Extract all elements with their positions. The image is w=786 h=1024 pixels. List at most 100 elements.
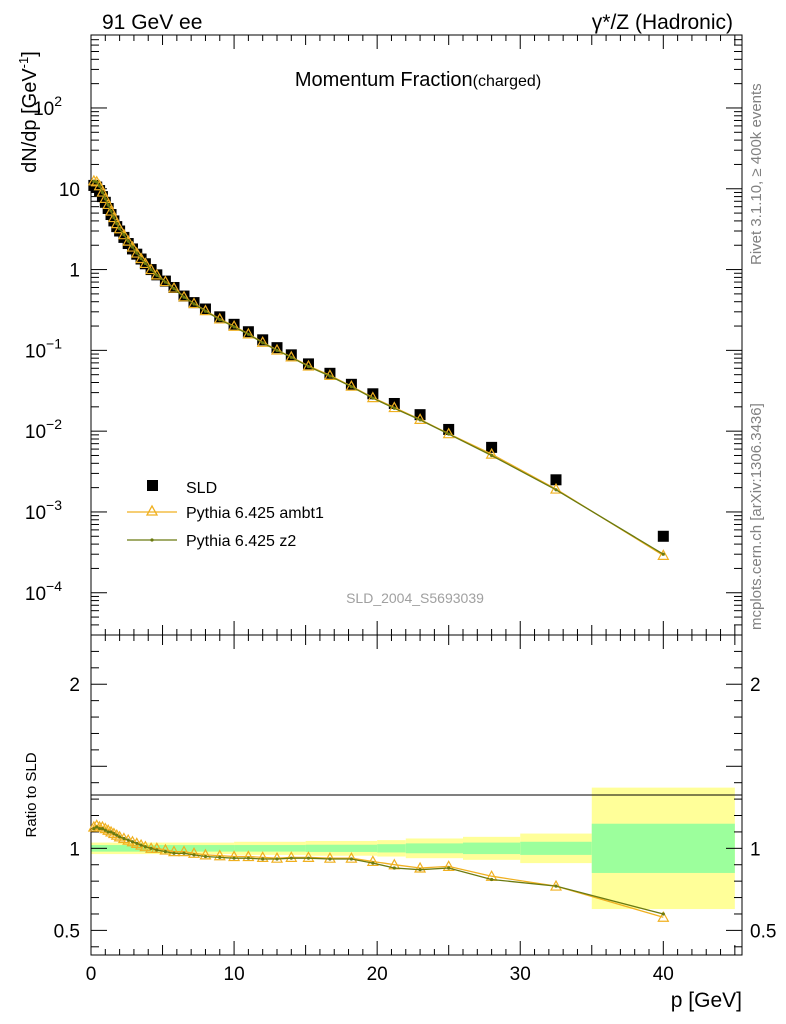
ambt1-marker <box>177 290 191 302</box>
x-axis-label: p [GeV] <box>671 989 742 1012</box>
ratio-z2-marker <box>126 838 130 842</box>
ratio-z2-marker <box>349 857 353 861</box>
ratio-z2-marker <box>418 868 422 872</box>
sld-data-point <box>657 530 669 542</box>
ratio-stat-uncertainty-band <box>91 845 163 852</box>
sld-data-point <box>324 367 336 379</box>
sld-data-point <box>118 231 130 243</box>
ratio-ambt1-marker <box>159 843 172 855</box>
z2-marker <box>306 364 311 369</box>
z2-marker <box>172 287 176 291</box>
ratio-ambt1-marker <box>90 819 103 830</box>
ratio-z2-marker <box>143 845 147 849</box>
z2-marker <box>97 184 102 188</box>
legend-marker-z2 <box>150 538 154 542</box>
ratio-ambt1-marker <box>187 847 201 858</box>
ambt1-marker <box>139 257 152 269</box>
ratio-stat-uncertainty-band <box>234 845 306 852</box>
ratio-ambt1-marker <box>345 851 358 863</box>
ratio-z2-marker <box>118 835 122 839</box>
z2-marker <box>661 552 665 556</box>
z2-marker <box>92 179 96 183</box>
z2-marker <box>490 453 494 458</box>
main-title-suffix: (charged) <box>473 73 541 90</box>
ratio-z2-marker <box>218 855 222 859</box>
ratio-z2-marker <box>130 840 135 844</box>
ambt1-marker <box>159 275 172 287</box>
ratio-z2-marker <box>306 856 311 860</box>
ambt1-marker <box>150 268 163 280</box>
ratio-z2-marker <box>328 857 332 861</box>
ratio-z2-marker <box>392 866 396 870</box>
z2-marker <box>203 309 208 313</box>
z2-marker <box>118 227 122 231</box>
z2-marker <box>109 209 113 213</box>
ratio-z2-marker <box>172 851 176 855</box>
z2-marker <box>149 267 153 272</box>
sld-data-point <box>199 303 211 315</box>
ratio-ambt1-marker <box>256 851 269 862</box>
legend-marker-sld <box>147 480 158 491</box>
ratio-bands <box>91 787 735 910</box>
sld-data-point <box>94 185 106 197</box>
ratio-panel: 0 10 20 30 40 0.5 0.5 1 1 2 2 Ratio to SLD p [GeV] <box>23 634 776 1012</box>
sld-data-point <box>345 378 357 390</box>
ratio-z2-marker <box>554 884 558 888</box>
legend-label-z2: Pythia 6.425 z2 <box>186 533 296 550</box>
ratio-z2-marker <box>149 846 153 850</box>
ratio-y-tick-label-right: 1 <box>750 839 761 860</box>
ratio-ambt1-marker <box>228 850 241 862</box>
z2-line <box>93 180 664 555</box>
main-y-tick-label: 10 <box>59 180 80 201</box>
z2-marker <box>232 325 236 329</box>
sld-data-point <box>214 311 226 323</box>
main-y-axis-label-exp: -1 <box>16 57 31 69</box>
z2-marker <box>418 418 422 422</box>
z2-marker <box>155 273 159 277</box>
sld-data-point <box>550 474 562 486</box>
ambt1-marker <box>657 549 670 560</box>
ratio-ambt1-marker <box>270 851 284 863</box>
header-right-label: γ*/Z (Hadronic) <box>592 11 733 34</box>
ratio-y-tick-label-right: 0.5 <box>750 921 776 942</box>
ambt1-marker <box>130 246 143 258</box>
ratio-y-axis-label: Ratio to SLD <box>23 752 40 837</box>
z2-marker <box>371 396 375 400</box>
ratio-ambt1-marker <box>199 848 212 860</box>
ratio-axes: 0 10 20 30 40 0.5 0.5 1 1 2 2 <box>54 634 776 985</box>
z2-marker <box>163 280 167 284</box>
z2-marker <box>103 197 107 201</box>
ratio-stat-uncertainty-band <box>305 844 378 852</box>
header-left-label: 91 GeV ee <box>102 11 202 34</box>
ratio-z2-marker <box>122 836 126 841</box>
legend: SLD Pythia 6.425 ambt1 Pythia 6.425 z2 <box>127 480 324 550</box>
legend-marker-ambt1 <box>145 504 159 516</box>
sld-data-point <box>486 441 498 453</box>
ratio-stat-uncertainty-band <box>377 844 406 853</box>
mcplots-label: mcplots.cern.ch [arXiv:1306.3436] <box>748 403 765 630</box>
ratio-ambt1-marker <box>302 851 315 862</box>
main-title-text: Momentum Fraction <box>295 69 473 91</box>
main-axes: 10−4 10−3 10−2 10−1 1 10 102 <box>25 34 743 636</box>
sld-data-point <box>285 349 297 361</box>
ambt1-marker <box>110 217 123 229</box>
ambt1-marker <box>102 198 115 210</box>
z2-marker <box>554 488 558 492</box>
ratio-ambt1-marker <box>177 845 191 857</box>
ratio-z2-marker <box>112 831 116 836</box>
z2-marker <box>182 295 186 299</box>
main-y-tick-label: 102 <box>33 93 62 120</box>
ratio-y-tick-label: 2 <box>69 675 80 696</box>
ratio-z2-marker <box>95 825 99 829</box>
main-y-axis-label: dN/dp [GeV-1] <box>16 51 41 173</box>
ratio-stat-uncertainty-band <box>591 823 735 873</box>
ratio-z2-marker <box>139 843 143 847</box>
ratio-stat-uncertainty-band <box>463 842 521 855</box>
ratio-stat-uncertainty-band <box>520 841 592 855</box>
x-tick-label: 10 <box>224 964 245 985</box>
main-y-tick-label: 10−2 <box>25 416 62 443</box>
legend-label-sld: SLD <box>186 480 217 497</box>
z2-marker <box>112 215 116 220</box>
z2-marker <box>106 203 110 207</box>
